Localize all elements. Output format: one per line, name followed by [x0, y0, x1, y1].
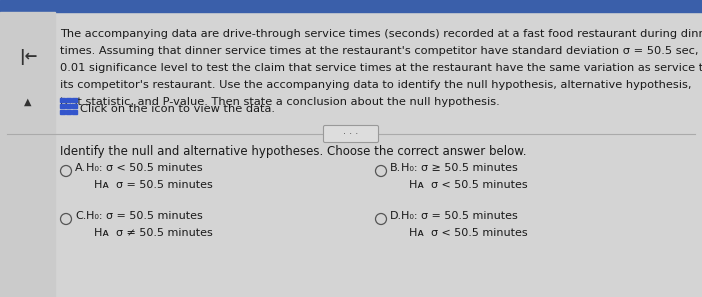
Circle shape — [376, 165, 387, 176]
Text: Hᴀ  σ < 50.5 minutes: Hᴀ σ < 50.5 minutes — [409, 180, 528, 190]
Bar — [66, 110, 70, 114]
Circle shape — [60, 165, 72, 176]
Text: Identify the null and alternative hypotheses. Choose the correct answer below.: Identify the null and alternative hypoth… — [60, 145, 526, 158]
Bar — [0, 0, 702, 12]
Text: H₀: σ = 50.5 minutes: H₀: σ = 50.5 minutes — [401, 211, 518, 221]
Bar — [72, 110, 77, 114]
Text: Hᴀ  σ ≠ 50.5 minutes: Hᴀ σ ≠ 50.5 minutes — [94, 228, 213, 238]
FancyBboxPatch shape — [324, 126, 378, 143]
Text: H₀: σ ≥ 50.5 minutes: H₀: σ ≥ 50.5 minutes — [401, 163, 518, 173]
Text: · · ·: · · · — [343, 129, 359, 139]
Text: A.: A. — [75, 163, 86, 173]
Text: |←: |← — [19, 49, 37, 65]
Text: H₀: σ = 50.5 minutes: H₀: σ = 50.5 minutes — [86, 211, 203, 221]
Text: its competitor's restaurant. Use the accompanying data to identify the null hypo: its competitor's restaurant. Use the acc… — [60, 80, 691, 90]
Text: C.: C. — [75, 211, 86, 221]
Bar — [72, 103, 77, 108]
Bar — [60, 110, 65, 114]
Text: Hᴀ  σ < 50.5 minutes: Hᴀ σ < 50.5 minutes — [409, 228, 528, 238]
Bar — [66, 103, 70, 108]
Text: test statistic, and P-value. Then state a conclusion about the null hypothesis.: test statistic, and P-value. Then state … — [60, 97, 500, 107]
Text: ▲: ▲ — [25, 97, 32, 107]
Bar — [60, 97, 65, 102]
Bar — [72, 97, 77, 102]
Circle shape — [376, 214, 387, 225]
Text: Click on the icon to view the data.: Click on the icon to view the data. — [80, 104, 275, 114]
Bar — [0, 12, 55, 297]
Bar — [60, 103, 65, 108]
Text: H₀: σ < 50.5 minutes: H₀: σ < 50.5 minutes — [86, 163, 203, 173]
Text: times. Assuming that dinner service times at the restaurant's competitor have st: times. Assuming that dinner service time… — [60, 46, 702, 56]
Bar — [66, 97, 70, 102]
Text: 0.01 significance level to test the claim that service times at the restaurant h: 0.01 significance level to test the clai… — [60, 63, 702, 73]
Text: D.: D. — [390, 211, 402, 221]
Text: The accompanying data are drive-through service times (seconds) recorded at a fa: The accompanying data are drive-through … — [60, 29, 702, 39]
Text: B.: B. — [390, 163, 402, 173]
Text: Hᴀ  σ = 50.5 minutes: Hᴀ σ = 50.5 minutes — [94, 180, 213, 190]
Circle shape — [60, 214, 72, 225]
